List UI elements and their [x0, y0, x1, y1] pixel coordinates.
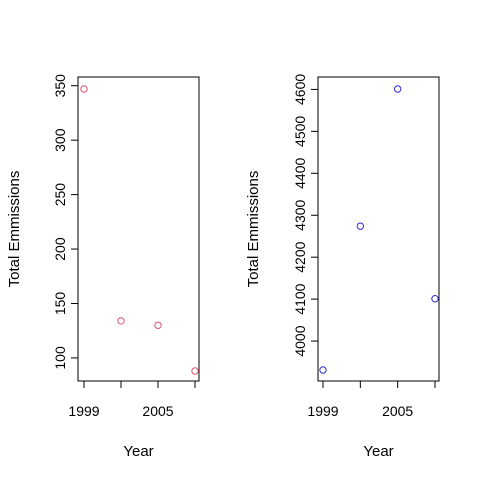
y-tick-label: 4500	[292, 116, 308, 147]
y-tick-label: 300	[52, 128, 68, 152]
x-tick-label: 1999	[68, 403, 99, 419]
plot-frame	[317, 76, 440, 382]
y-tick-label: 4200	[292, 241, 308, 272]
right-panel: 4000 4100 4200 4300 4400 4500 4600 1999 2005 Ye…	[245, 74, 440, 460]
y-tick-label: 150	[52, 292, 68, 316]
data-point	[80, 85, 88, 93]
y-tick-label: 200	[52, 237, 68, 261]
data-point	[117, 317, 125, 325]
y-tick-label: 4600	[292, 74, 308, 105]
plot-frame	[77, 76, 200, 382]
y-axis-label: Total Emmissions	[6, 171, 23, 288]
y-tick-label: 350	[52, 74, 68, 98]
x-axis: 1999 2005	[307, 381, 436, 419]
x-axis-label: Year	[363, 443, 393, 460]
y-tick-label: 4000	[292, 325, 308, 356]
left-panel: 100 150 200 250 300 350 1999 2005 Year Total E…	[6, 74, 200, 460]
y-tick-label: 4300	[292, 199, 308, 230]
x-tick-label: 2005	[142, 403, 173, 419]
data-points	[319, 85, 439, 374]
data-point	[356, 222, 365, 230]
data-point	[191, 367, 199, 375]
data-point	[319, 366, 327, 374]
x-axis: 1999 2005	[68, 381, 196, 419]
y-axis-label: Total Emmissions	[245, 171, 262, 288]
data-point	[154, 321, 162, 329]
data-points	[80, 85, 199, 375]
x-tick-label: 1999	[307, 403, 338, 419]
y-tick-label: 4100	[292, 283, 308, 314]
data-point	[393, 85, 402, 93]
x-axis-label: Year	[123, 443, 153, 460]
data-point	[431, 295, 439, 303]
y-tick-label: 4400	[292, 158, 308, 189]
y-tick-label: 100	[52, 346, 68, 370]
y-axis: 100 150 200 250 300 350	[52, 74, 78, 370]
y-tick-label: 250	[52, 183, 68, 207]
y-axis: 4000 4100 4200 4300 4400 4500 4600	[292, 74, 318, 357]
x-tick-label: 2005	[382, 403, 413, 419]
